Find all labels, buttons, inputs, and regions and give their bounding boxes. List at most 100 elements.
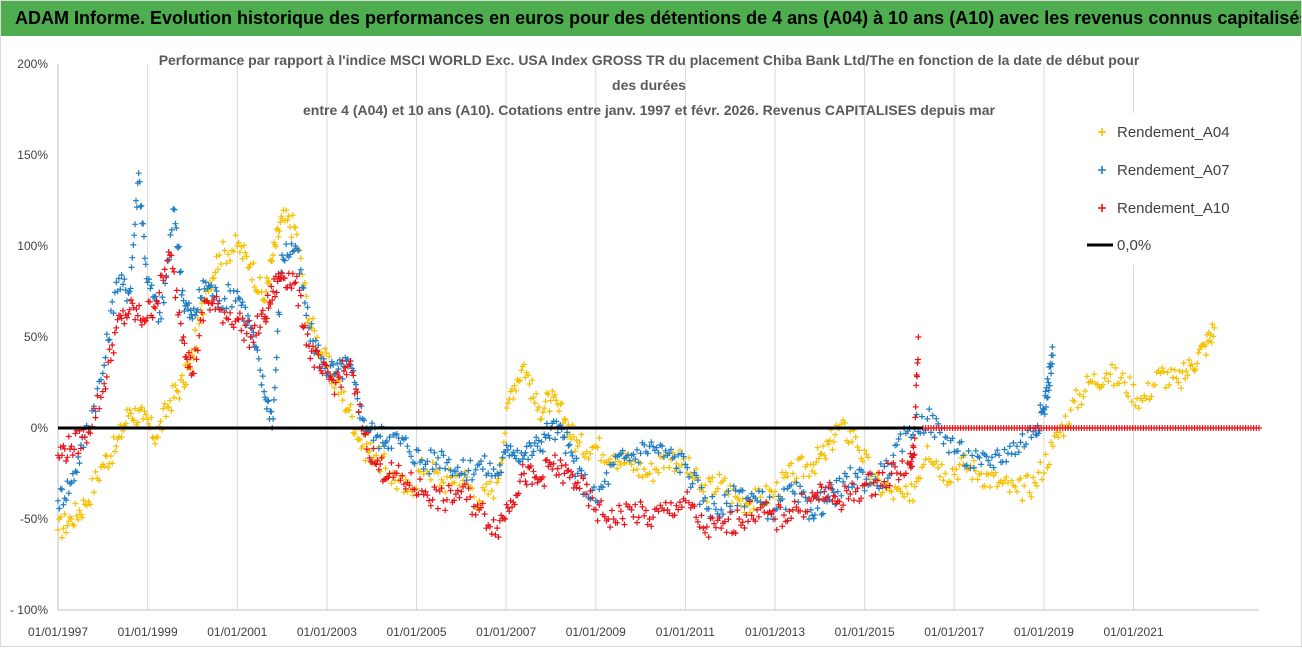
data-point-fill xyxy=(510,395,517,402)
data-point-fill xyxy=(218,306,225,313)
data-point-fill xyxy=(401,489,407,496)
data-point-fill xyxy=(504,400,511,407)
data-point-fill xyxy=(985,471,992,478)
data-point-fill xyxy=(159,272,165,279)
data-point-fill xyxy=(109,460,116,467)
data-point-fill xyxy=(213,253,220,260)
data-point-fill xyxy=(397,477,404,484)
data-point-fill xyxy=(185,349,192,356)
data-point-fill xyxy=(919,413,925,420)
data-point-fill xyxy=(271,396,277,403)
data-point-fill xyxy=(212,306,219,313)
data-point-fill xyxy=(69,452,76,459)
data-point-fill xyxy=(546,408,553,415)
data-point-fill xyxy=(502,430,509,437)
data-point-fill xyxy=(255,355,262,362)
data-point-fill xyxy=(782,469,789,476)
data-point-fill xyxy=(913,411,920,418)
data-point-fill xyxy=(858,495,865,502)
data-point-fill xyxy=(192,312,199,319)
data-point-fill xyxy=(1178,385,1184,392)
legend-background xyxy=(1069,113,1259,265)
data-point-fill xyxy=(357,401,363,408)
data-point xyxy=(440,497,447,504)
data-point xyxy=(924,415,931,422)
data-point-fill xyxy=(578,467,585,474)
data-point xyxy=(167,397,173,404)
data-point-fill xyxy=(1019,431,1026,438)
data-point-fill xyxy=(167,231,174,238)
data-point-fill xyxy=(711,500,718,507)
data-point-fill xyxy=(951,471,958,478)
data-point-fill xyxy=(164,257,171,264)
data-point-fill xyxy=(114,316,121,323)
data-point-fill xyxy=(192,346,199,353)
data-point-fill xyxy=(832,501,839,508)
data-point xyxy=(700,525,707,532)
data-point-fill xyxy=(148,282,155,289)
data-point-fill xyxy=(1006,443,1013,450)
x-tick-label: 01/01/2001 xyxy=(207,625,267,639)
data-point-fill xyxy=(506,508,513,515)
data-point-fill xyxy=(478,458,484,465)
data-point xyxy=(610,516,617,522)
data-point-fill xyxy=(879,469,886,476)
data-point-fill xyxy=(232,297,239,304)
data-point-fill xyxy=(118,272,125,278)
data-point-fill xyxy=(73,469,80,476)
data-point-fill xyxy=(485,470,492,477)
data-point-fill xyxy=(677,447,683,454)
data-point-fill xyxy=(194,347,201,354)
data-point xyxy=(821,488,828,495)
data-point-fill xyxy=(363,441,370,447)
data-point-fill xyxy=(899,448,906,455)
data-point-fill xyxy=(130,241,137,248)
data-point-fill xyxy=(626,457,633,464)
data-point-fill xyxy=(181,308,188,314)
data-point-fill xyxy=(334,369,341,376)
data-point-fill xyxy=(111,329,118,336)
data-point xyxy=(494,525,501,532)
data-point-fill xyxy=(142,261,149,268)
data-point-fill xyxy=(503,501,510,508)
data-point-fill xyxy=(1043,404,1050,410)
data-point-fill xyxy=(1112,364,1119,371)
data-point-fill xyxy=(953,466,960,473)
data-point-fill xyxy=(714,485,721,492)
data-point-fill xyxy=(60,501,67,508)
data-point-fill xyxy=(377,461,384,467)
data-point-fill xyxy=(267,301,274,307)
data-point-fill xyxy=(118,434,125,441)
data-point xyxy=(1103,370,1110,377)
data-point-fill xyxy=(662,499,669,506)
data-point-fill xyxy=(397,440,404,447)
chart-title-line: entre 4 (A04) et 10 ans (A10). Cotations… xyxy=(303,102,996,118)
data-point-fill xyxy=(388,459,395,466)
data-point-fill xyxy=(659,443,666,450)
data-point-fill xyxy=(599,451,606,458)
data-point-fill xyxy=(176,395,183,402)
data-point-fill xyxy=(263,274,270,281)
series-Rendement_A10 xyxy=(55,249,922,541)
data-point-fill xyxy=(187,354,194,361)
data-point-fill xyxy=(456,472,463,479)
data-point-fill xyxy=(820,510,826,517)
data-point xyxy=(547,397,554,404)
data-point-fill xyxy=(370,437,377,444)
data-point-fill xyxy=(990,472,997,479)
data-point-fill xyxy=(328,358,335,365)
data-point-fill xyxy=(138,202,145,209)
data-point-fill xyxy=(554,429,561,436)
data-point-fill xyxy=(931,434,938,441)
data-point-fill xyxy=(569,472,576,478)
data-point-fill xyxy=(1051,433,1058,439)
data-point xyxy=(628,506,635,513)
data-point-fill xyxy=(854,444,861,450)
data-point xyxy=(180,334,187,340)
legend-label: 0,0% xyxy=(1117,237,1151,254)
data-point-fill xyxy=(72,430,79,437)
data-point-fill xyxy=(890,452,897,459)
data-point-fill xyxy=(500,439,507,446)
data-point-fill xyxy=(614,465,621,472)
data-point-fill xyxy=(451,497,458,504)
